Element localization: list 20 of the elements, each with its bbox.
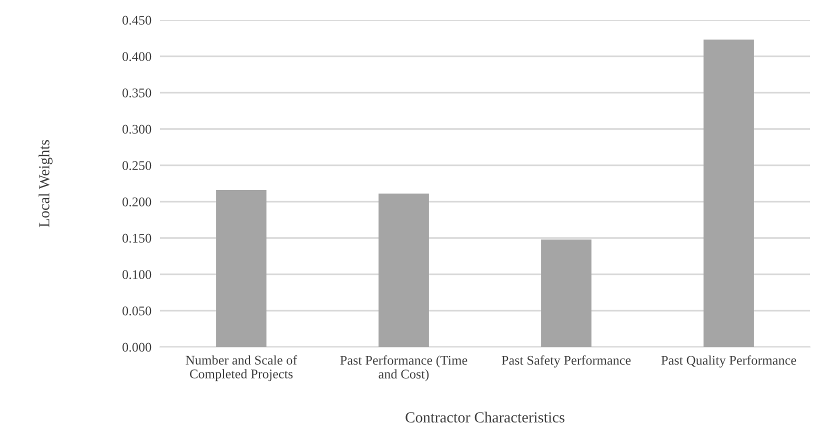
y-tick-label: 0.450 — [122, 16, 152, 25]
bar — [541, 239, 592, 347]
x-axis-title: Contractor Characteristics — [406, 412, 564, 423]
y-tick-label: 0.350 — [122, 88, 152, 98]
bar — [216, 190, 266, 347]
x-tick-label: Number and Scale of Completed Projects — [186, 355, 298, 382]
y-tick-label: 0.100 — [122, 270, 152, 280]
y-tick-label: 0.150 — [122, 234, 152, 243]
y-tick-label: 0.050 — [122, 306, 152, 316]
y-tick-label: 0.400 — [122, 52, 152, 62]
bar — [704, 40, 754, 347]
y-axis-title: Local Weights — [38, 140, 53, 228]
x-tick-label: Past Performance (Time and Cost) — [340, 355, 468, 382]
y-tick-label: 0.250 — [122, 161, 152, 170]
y-tick-label: 0.300 — [122, 124, 152, 134]
y-tick-label: 0.200 — [122, 197, 152, 206]
bar — [378, 194, 429, 347]
y-tick-label: 0.000 — [122, 342, 152, 352]
x-tick-label: Past Quality Performance — [661, 355, 796, 368]
x-tick-label: Past Safety Performance — [502, 355, 631, 368]
